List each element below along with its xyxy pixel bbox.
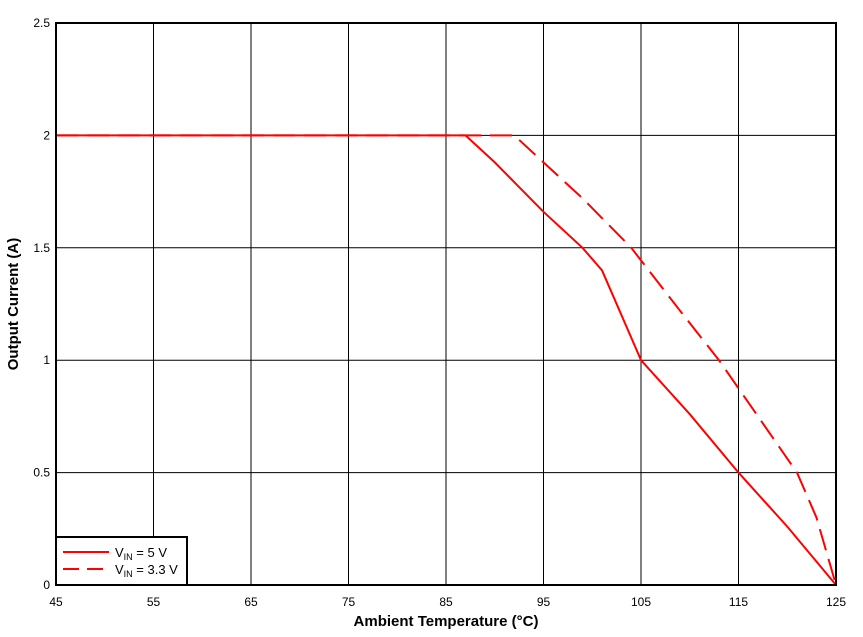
legend-label-1: VIN = 3.3 V	[115, 562, 178, 579]
x-axis-ticks: 45 55 65 75 85 95 105 115 125	[49, 595, 846, 609]
y-axis-ticks: 0 0.5 1 1.5 2 2.5	[33, 16, 50, 592]
y-tick-label: 2.5	[33, 16, 50, 30]
x-tick-label: 65	[244, 595, 258, 609]
x-tick-label: 115	[729, 595, 748, 609]
y-axis-title: Output Current (A)	[5, 238, 22, 370]
x-tick-label: 55	[147, 595, 161, 609]
y-tick-label: 0.5	[33, 466, 50, 480]
y-tick-label: 2	[43, 128, 50, 142]
x-tick-label: 125	[826, 595, 846, 609]
y-tick-label: 0	[43, 578, 50, 592]
data-series	[56, 134, 837, 586]
series-line-0	[56, 134, 837, 586]
grid-lines	[55, 22, 837, 586]
x-tick-label: 85	[439, 595, 453, 609]
x-axis-title: Ambient Temperature (°C)	[354, 613, 539, 630]
x-tick-label: 45	[49, 595, 63, 609]
legend-label-0: VIN = 5 V	[115, 545, 167, 562]
x-tick-label: 95	[537, 595, 551, 609]
x-tick-label: 75	[342, 595, 356, 609]
y-tick-label: 1	[43, 353, 50, 367]
legend-box	[55, 536, 188, 586]
x-tick-label: 105	[631, 595, 651, 609]
series-line-1	[56, 134, 837, 586]
plot-frame	[55, 22, 837, 586]
y-tick-label: 1.5	[33, 241, 50, 255]
